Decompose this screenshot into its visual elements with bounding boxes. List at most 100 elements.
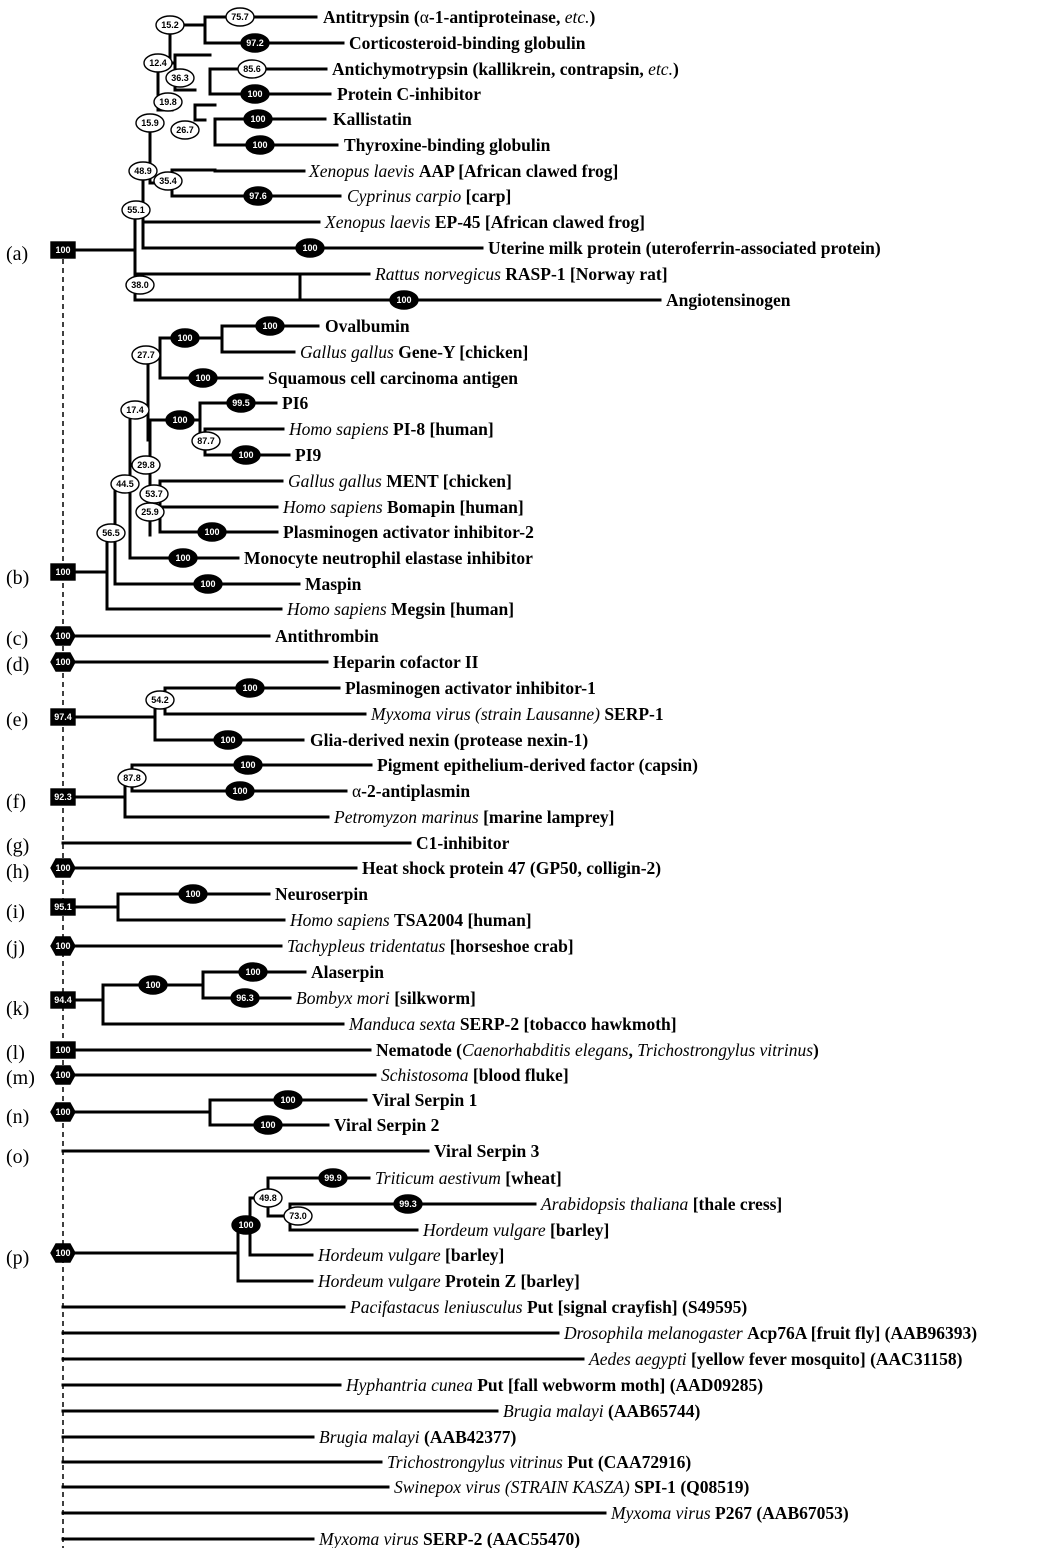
bootstrap-value: 25.9 bbox=[135, 502, 165, 522]
bootstrap-oval bbox=[253, 1188, 283, 1208]
bootstrap-label: 85.6 bbox=[243, 64, 261, 74]
clade-labels: (a) (b) (c) (d) (e) (f) (g) (h) (i) (j) (k) (l) (m) (… bbox=[6, 243, 35, 1269]
bootstrap-value: 48.9 bbox=[128, 161, 158, 181]
taxon-label: Antitrypsin (α-1-antiproteinase, etc.) bbox=[323, 7, 595, 27]
bootstrap-label: 100 bbox=[245, 967, 260, 977]
bootstrap-oval bbox=[125, 275, 155, 295]
taxon-label: Tachypleus tridentatus [horseshoe crab] bbox=[287, 936, 574, 956]
taxon-label: Homo sapiens Bomapin [human] bbox=[282, 497, 524, 517]
bootstrap-value: 99.9 bbox=[318, 1168, 348, 1188]
bootstrap-value: 97.2 bbox=[240, 33, 270, 53]
bootstrap-oval bbox=[283, 1206, 313, 1226]
taxon-label: Myxoma virus P267 (AAB67053) bbox=[610, 1503, 849, 1523]
bootstrap-oval bbox=[153, 92, 183, 112]
taxon-label: Rattus norvegicus RASP-1 [Norway rat] bbox=[374, 264, 668, 284]
bootstrap-oval bbox=[193, 574, 223, 594]
taxon-label: Gallus gallus Gene-Y [chicken] bbox=[300, 342, 528, 362]
bootstrap-value: 100 bbox=[235, 678, 265, 698]
bootstrap-label: 97.4 bbox=[54, 712, 72, 722]
clade-node-marker bbox=[50, 1102, 76, 1122]
clade-label: (p) bbox=[6, 1247, 29, 1269]
bootstrap-value: 100 bbox=[238, 962, 268, 982]
bootstrap-label: 17.4 bbox=[126, 405, 144, 415]
bootstrap-oval bbox=[96, 523, 126, 543]
taxon-label: Cyprinus carpio [carp] bbox=[347, 186, 511, 206]
clade-node-marker bbox=[50, 788, 76, 806]
bootstrap-label: 53.7 bbox=[145, 489, 163, 499]
taxon-label: Antithrombin bbox=[275, 626, 379, 646]
taxon-label: Myxoma virus SERP-2 (AAC55470) bbox=[318, 1529, 580, 1548]
bootstrap-value: 38.0 bbox=[125, 275, 155, 295]
clade-node-marker bbox=[50, 708, 76, 726]
bootstrap-value: 87.8 bbox=[117, 768, 147, 788]
bootstrap-label: 44.5 bbox=[116, 479, 134, 489]
bootstrap-value: 15.9 bbox=[135, 113, 165, 133]
taxon-label: Manduca sexta SERP-2 [tobacco hawkmoth] bbox=[348, 1014, 677, 1034]
bootstrap-value: 75.7 bbox=[225, 7, 255, 27]
bootstrap-label: 87.8 bbox=[123, 773, 141, 783]
bootstrap-oval bbox=[295, 238, 325, 258]
bootstrap-label: 100 bbox=[55, 1045, 70, 1055]
bootstrap-value: 85.6 bbox=[237, 59, 267, 79]
bootstrap-label: 36.3 bbox=[171, 73, 189, 83]
taxon-label: Neuroserpin bbox=[275, 884, 368, 904]
bootstrap-value: 99.3 bbox=[393, 1194, 423, 1214]
taxon-labels: Antitrypsin (α-1-antiproteinase, etc.) Co… bbox=[244, 7, 977, 1548]
taxon-label: Hordeum vulgare Protein Z [barley] bbox=[317, 1271, 580, 1291]
taxon-label: Bombyx mori [silkworm] bbox=[296, 988, 476, 1008]
bootstrap-label: 26.7 bbox=[176, 125, 194, 135]
bootstrap-label: 100 bbox=[172, 415, 187, 425]
bootstrap-oval bbox=[253, 1115, 283, 1135]
bootstrap-value: 100 bbox=[197, 522, 227, 542]
bootstrap-value: 55.1 bbox=[121, 200, 151, 220]
taxon-label: Swinepox virus (STRAIN KASZA) SPI-1 (Q08… bbox=[394, 1477, 750, 1497]
bootstrap-label: 100 bbox=[200, 579, 215, 589]
bootstrap-value: 100 bbox=[170, 328, 200, 348]
bootstrap-oval bbox=[231, 1215, 261, 1235]
bootstrap-label: 92.3 bbox=[54, 792, 72, 802]
bootstrap-value: 100 bbox=[50, 626, 76, 646]
bootstrap-label: 97.2 bbox=[246, 38, 264, 48]
bootstrap-label: 100 bbox=[242, 683, 257, 693]
bootstrap-value: 100 bbox=[243, 109, 273, 129]
bootstrap-value: 100 bbox=[168, 548, 198, 568]
clade-label: (d) bbox=[6, 654, 29, 676]
clade-label: (n) bbox=[6, 1106, 29, 1128]
bootstrap-value: 100 bbox=[273, 1090, 303, 1110]
bootstrap-value: 27.7 bbox=[131, 345, 161, 365]
bootstrap-label: 15.9 bbox=[141, 118, 159, 128]
clade-label: (f) bbox=[6, 791, 26, 813]
taxon-label: C1-inhibitor bbox=[416, 833, 510, 853]
bootstrap-label: 100 bbox=[262, 321, 277, 331]
bootstrap-value: 35.4 bbox=[153, 171, 183, 191]
bootstrap-oval bbox=[318, 1168, 348, 1188]
bootstrap-value: 12.4 bbox=[143, 53, 173, 73]
taxon-label: Uterine milk protein (uteroferrin-associ… bbox=[488, 238, 881, 258]
bootstrap-label: 100 bbox=[280, 1095, 295, 1105]
bootstrap-label: 75.7 bbox=[231, 12, 249, 22]
clade-label: (l) bbox=[6, 1042, 25, 1064]
taxon-label: Monocyte neutrophil elastase inhibitor bbox=[244, 548, 533, 568]
bootstrap-value: 100 bbox=[50, 652, 76, 672]
bootstrap-label: 100 bbox=[177, 333, 192, 343]
bootstrap-label: 100 bbox=[55, 1107, 70, 1117]
bootstrap-value: 100 bbox=[245, 135, 275, 155]
bootstrap-value: 100 bbox=[193, 574, 223, 594]
clade-node-marker bbox=[50, 563, 76, 581]
bootstrap-label: 100 bbox=[55, 631, 70, 641]
bootstrap-oval bbox=[131, 455, 161, 475]
clade-node-marker bbox=[50, 241, 76, 259]
bootstrap-value: 100 bbox=[50, 1102, 76, 1122]
bootstrap-label: 100 bbox=[250, 114, 265, 124]
taxon-label: Homo sapiens Megsin [human] bbox=[286, 599, 514, 619]
taxon-label: Xenopus laevis AAP [African clawed frog] bbox=[308, 161, 618, 181]
bootstrap-value: 26.7 bbox=[170, 120, 200, 140]
clade-label: (i) bbox=[6, 901, 25, 923]
bootstrap-oval bbox=[237, 59, 267, 79]
clade-label: (g) bbox=[6, 835, 29, 857]
taxon-label: Nematode (Caenorhabditis elegans, Tricho… bbox=[376, 1040, 819, 1060]
bootstrap-oval bbox=[145, 690, 175, 710]
taxon-label: Homo sapiens TSA2004 [human] bbox=[289, 910, 532, 930]
bootstrap-value: 97.4 bbox=[50, 708, 76, 726]
bootstrap-label: 96.3 bbox=[236, 993, 254, 1003]
